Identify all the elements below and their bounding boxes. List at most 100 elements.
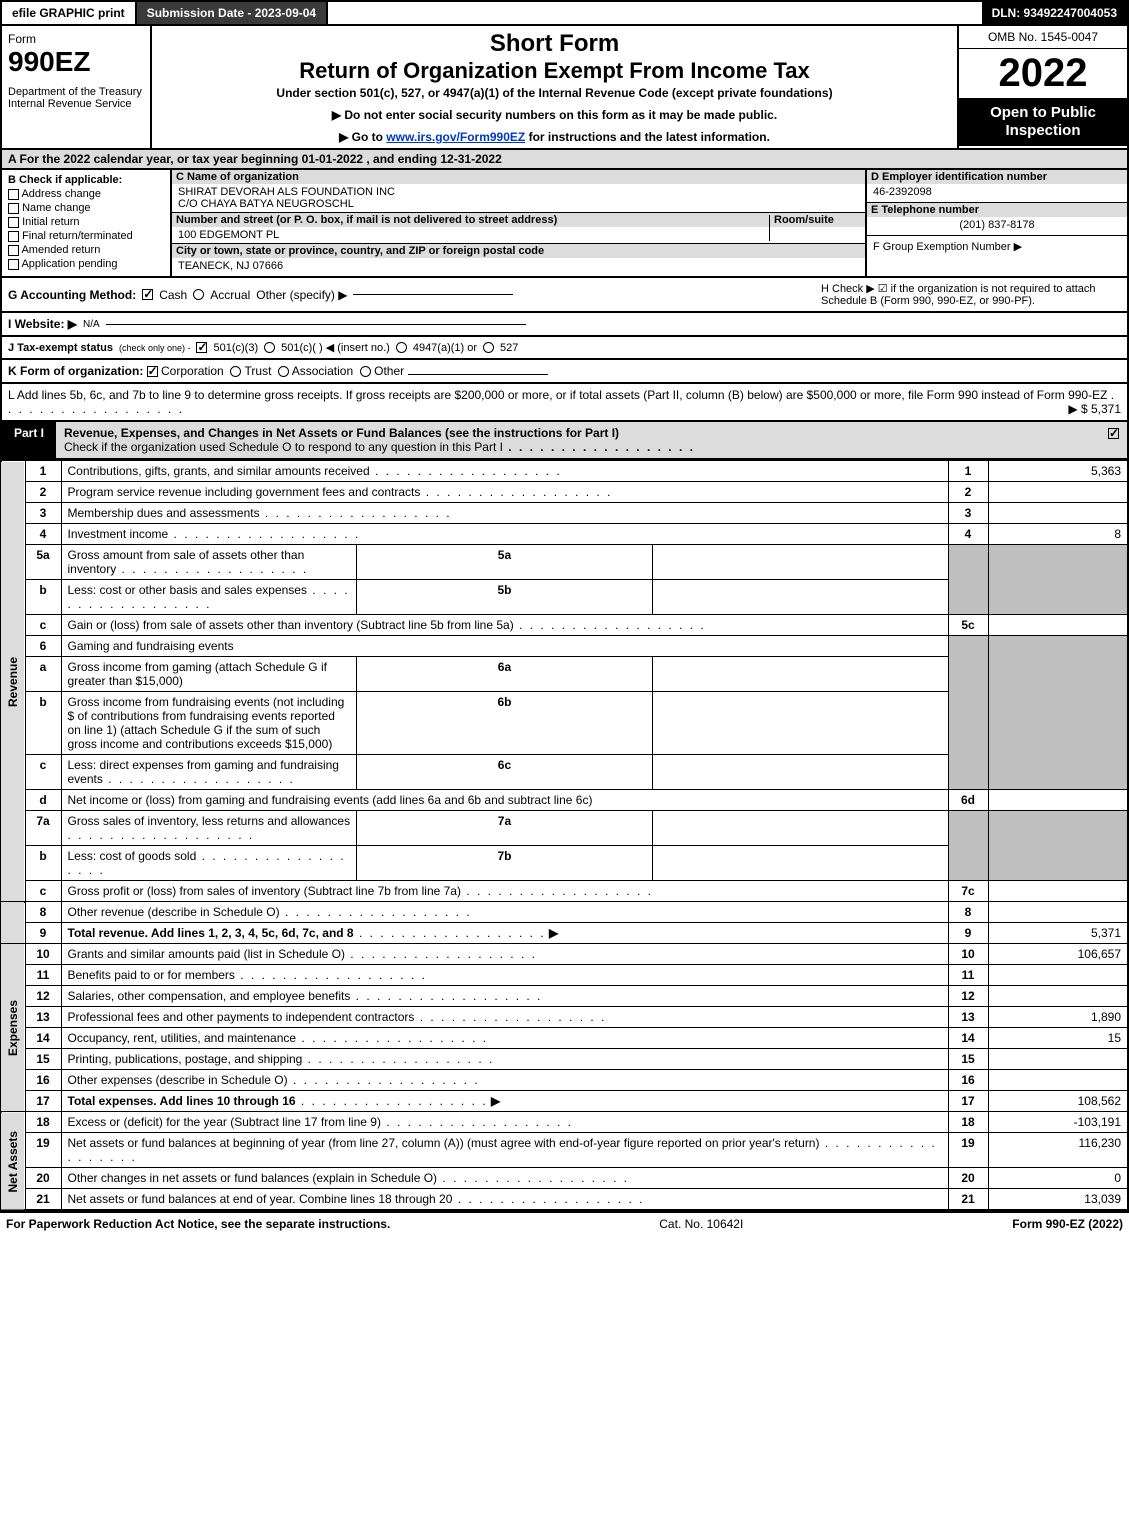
part-1-tag: Part I: [2, 422, 56, 458]
val-6c: [652, 755, 948, 790]
top-bar: efile GRAPHIC print Submission Date - 20…: [0, 0, 1129, 26]
cb-trust[interactable]: [230, 366, 241, 377]
org-name-label: C Name of organization: [172, 170, 865, 184]
footer-left: For Paperwork Reduction Act Notice, see …: [6, 1217, 390, 1231]
website-value: N/A: [83, 319, 100, 330]
form-org-label: K Form of organization:: [8, 364, 143, 378]
cb-527[interactable]: [483, 342, 494, 353]
line-l-text: L Add lines 5b, 6c, and 7b to line 9 to …: [8, 388, 1107, 402]
omb-number: OMB No. 1545-0047: [959, 26, 1127, 49]
form-header: Form 990EZ Department of the Treasury In…: [0, 26, 1129, 150]
tel-label: E Telephone number: [867, 203, 1127, 217]
public-inspection-badge: Open to Public Inspection: [959, 98, 1127, 146]
val-7b: [652, 846, 948, 881]
part-1-header: Part I Revenue, Expenses, and Changes in…: [0, 422, 1129, 460]
section-a-period: A For the 2022 calendar year, or tax yea…: [0, 150, 1129, 170]
val-6d: [988, 790, 1128, 811]
val-14: 15: [988, 1028, 1128, 1049]
row-k: K Form of organization: Corporation Trus…: [0, 360, 1129, 384]
city-value: TEANECK, NJ 07666: [178, 260, 859, 272]
cb-4947[interactable]: [396, 342, 407, 353]
cb-501c3[interactable]: [196, 342, 207, 353]
section-b-checkboxes: B Check if applicable: Address change Na…: [2, 170, 172, 276]
website-label: I Website: ▶: [8, 317, 77, 331]
submission-date: Submission Date - 2023-09-04: [137, 2, 328, 24]
ein-label: D Employer identification number: [867, 170, 1127, 184]
val-15: [988, 1049, 1128, 1070]
cb-application-pending[interactable]: Application pending: [8, 258, 164, 270]
tax-exempt-label: J Tax-exempt status: [8, 342, 113, 354]
cb-part1-scho[interactable]: [1108, 428, 1119, 439]
cb-cash[interactable]: [142, 289, 153, 300]
row-l: L Add lines 5b, 6c, and 7b to line 9 to …: [0, 384, 1129, 422]
cb-address-change[interactable]: Address change: [8, 188, 164, 200]
tel-value: (201) 837-8178: [873, 219, 1121, 231]
val-3: [988, 503, 1128, 524]
room-label: Room/suite: [770, 213, 865, 227]
lines-table: Revenue 1 Contributions, gifts, grants, …: [0, 460, 1129, 1211]
val-7c: [988, 881, 1128, 902]
department-label: Department of the Treasury Internal Reve…: [8, 86, 144, 110]
side-revenue: Revenue: [1, 461, 25, 902]
form-subtitle: Under section 501(c), 527, or 4947(a)(1)…: [162, 86, 947, 100]
accounting-method-label: G Accounting Method:: [8, 288, 136, 302]
val-18: -103,191: [988, 1112, 1128, 1133]
section-c-org: C Name of organization SHIRAT DEVORAH AL…: [172, 170, 867, 276]
line-l-value: ▶ $ 5,371: [1068, 402, 1121, 416]
cb-association[interactable]: [278, 366, 289, 377]
ein-value: 46-2392098: [873, 186, 1121, 198]
tax-year: 2022: [959, 49, 1127, 98]
cb-initial-return[interactable]: Initial return: [8, 216, 164, 228]
val-4: 8: [988, 524, 1128, 545]
footer-form-ref: Form 990-EZ (2022): [1012, 1217, 1123, 1231]
val-16: [988, 1070, 1128, 1091]
info-grid: B Check if applicable: Address change Na…: [0, 170, 1129, 278]
val-2: [988, 482, 1128, 503]
val-13: 1,890: [988, 1007, 1128, 1028]
val-17: 108,562: [988, 1091, 1128, 1112]
org-name: SHIRAT DEVORAH ALS FOUNDATION INC: [178, 186, 859, 198]
row-j: J Tax-exempt status (check only one) - 5…: [0, 337, 1129, 360]
val-12: [988, 986, 1128, 1007]
irs-link[interactable]: www.irs.gov/Form990EZ: [386, 130, 525, 144]
val-6b: [652, 692, 948, 755]
form-number: 990EZ: [8, 46, 144, 78]
val-11: [988, 965, 1128, 986]
row-i: I Website: ▶ N/A: [0, 313, 1129, 337]
dln-label: DLN: 93492247004053: [982, 2, 1127, 24]
val-20: 0: [988, 1168, 1128, 1189]
side-net-assets: Net Assets: [1, 1112, 25, 1211]
org-co: C/O CHAYA BATYA NEUGROSCHL: [178, 198, 859, 210]
footer-cat-no: Cat. No. 10642I: [390, 1217, 1012, 1231]
efile-print-button[interactable]: efile GRAPHIC print: [2, 2, 137, 24]
cb-name-change[interactable]: Name change: [8, 202, 164, 214]
section-h-text: H Check ▶ ☑ if the organization is not r…: [821, 282, 1121, 307]
city-label: City or town, state or province, country…: [172, 244, 865, 258]
instructions-link-line: ▶ Go to www.irs.gov/Form990EZ for instru…: [162, 130, 947, 144]
part-1-check-text: Check if the organization used Schedule …: [64, 440, 503, 454]
val-10: 106,657: [988, 944, 1128, 965]
ssn-warning: ▶ Do not enter social security numbers o…: [162, 108, 947, 122]
val-6a: [652, 657, 948, 692]
cb-final-return[interactable]: Final return/terminated: [8, 230, 164, 242]
street-value: 100 EDGEMONT PL: [178, 229, 769, 241]
part-1-title: Revenue, Expenses, and Changes in Net As…: [64, 426, 619, 440]
val-8: [988, 902, 1128, 923]
val-5a: [652, 545, 948, 580]
form-word: Form: [8, 32, 144, 46]
cb-corporation[interactable]: [147, 366, 158, 377]
form-title: Return of Organization Exempt From Incom…: [162, 58, 947, 84]
street-label: Number and street (or P. O. box, if mail…: [172, 213, 775, 227]
section-d-ids: D Employer identification number 46-2392…: [867, 170, 1127, 276]
val-9: 5,371: [988, 923, 1128, 944]
cb-accrual[interactable]: [193, 289, 204, 300]
val-21: 13,039: [988, 1189, 1128, 1211]
val-5b: [652, 580, 948, 615]
val-5c: [988, 615, 1128, 636]
val-7a: [652, 811, 948, 846]
cb-amended-return[interactable]: Amended return: [8, 244, 164, 256]
short-form-title: Short Form: [162, 30, 947, 58]
cb-501c[interactable]: [264, 342, 275, 353]
side-expenses: Expenses: [1, 944, 25, 1112]
cb-other[interactable]: [360, 366, 371, 377]
